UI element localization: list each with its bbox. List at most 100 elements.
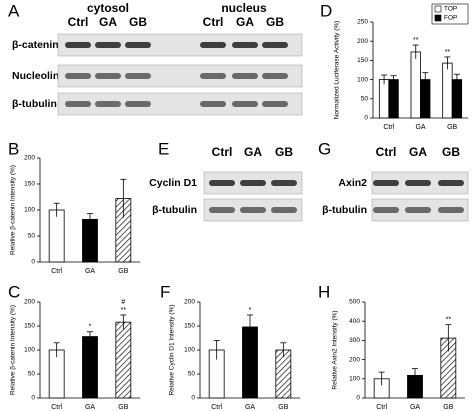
band — [200, 101, 226, 107]
blot-strip — [57, 64, 303, 88]
panel-label: G — [318, 139, 331, 158]
y-tick-label: 0 — [191, 395, 195, 402]
x-tick-label: GA — [410, 404, 420, 411]
y-tick-label: 100 — [357, 76, 368, 83]
x-tick-label: Ctrl — [51, 404, 62, 411]
significance-mark: * — [89, 324, 92, 331]
y-tick-label: 0 — [364, 115, 368, 122]
band — [232, 101, 258, 107]
x-tick-label: GB — [447, 124, 457, 131]
y-tick-label: 0 — [356, 395, 360, 402]
lane-label: GA — [236, 15, 254, 29]
y-tick-label: 150 — [24, 323, 35, 330]
x-tick-label: GB — [278, 404, 288, 411]
lane-label: Ctrl — [212, 145, 233, 159]
band — [271, 180, 297, 186]
band — [65, 101, 91, 107]
y-tick-label: 100 — [24, 347, 35, 354]
row-label: Nucleolin — [12, 70, 59, 82]
y-tick-label: 100 — [184, 347, 195, 354]
lane-label: GA — [409, 145, 427, 159]
band — [125, 101, 151, 107]
lane-label: GB — [129, 15, 147, 29]
y-tick-label: 200 — [24, 299, 35, 306]
row-label: β-catenin — [12, 39, 59, 51]
lane-label: GB — [266, 15, 284, 29]
y-tick-label: 100 — [24, 207, 35, 214]
band — [438, 180, 464, 186]
x-tick-label: GB — [118, 404, 128, 411]
bar — [82, 218, 98, 263]
y-tick-label: 50 — [188, 371, 196, 378]
band — [65, 73, 91, 79]
legend-swatch — [434, 14, 442, 22]
y-tick-label: 100 — [349, 376, 360, 383]
x-tick-label: GA — [245, 404, 255, 411]
x-tick-label: Ctrl — [51, 268, 62, 275]
row-label: Cyclin D1 — [149, 177, 197, 189]
band — [95, 73, 121, 79]
lane-label: GA — [244, 145, 262, 159]
y-axis-label: Relative β-catenin Intensity (%) — [10, 165, 17, 255]
x-tick-label: GA — [415, 124, 425, 131]
y-tick-label: 150 — [24, 181, 35, 188]
band — [95, 101, 121, 107]
band — [209, 207, 235, 213]
bar — [378, 79, 390, 119]
band — [200, 73, 226, 79]
legend-label: FOP — [444, 15, 457, 22]
band — [262, 101, 288, 107]
row-label: β-tubulin — [12, 98, 57, 110]
y-tick-label: 200 — [349, 356, 360, 363]
band — [240, 207, 266, 213]
lane-label: Ctrl — [68, 15, 89, 29]
y-tick-label: 150 — [357, 57, 368, 64]
bar — [115, 321, 132, 399]
bar — [82, 336, 98, 399]
x-tick-label: Ctrl — [211, 404, 222, 411]
y-tick-label: 50 — [28, 371, 36, 378]
significance-mark: # — [121, 299, 125, 306]
bar — [442, 62, 453, 119]
bar — [451, 79, 463, 119]
band — [209, 180, 235, 186]
y-tick-label: 0 — [31, 395, 35, 402]
band — [262, 73, 288, 79]
y-tick-label: 200 — [357, 38, 368, 45]
x-tick-label: GA — [85, 404, 95, 411]
band — [125, 73, 151, 79]
bar — [410, 51, 421, 119]
x-tick-label: Ctrl — [376, 404, 387, 411]
blot-strip — [57, 92, 303, 116]
significance-mark: ** — [413, 37, 419, 44]
band — [232, 42, 258, 48]
panel-label: E — [158, 139, 169, 158]
band — [405, 180, 431, 186]
y-tick-label: 500 — [349, 299, 360, 306]
band — [405, 207, 431, 213]
y-axis-label: Relative Axin2 Intensity (%) — [332, 310, 339, 389]
row-label: β-tubulin — [322, 204, 367, 216]
y-tick-label: 400 — [349, 318, 360, 325]
band — [373, 207, 399, 213]
y-tick-label: 50 — [28, 233, 36, 240]
panel-label: B — [8, 139, 19, 158]
band — [240, 180, 266, 186]
y-tick-label: 150 — [184, 323, 195, 330]
y-tick-label: 250 — [357, 19, 368, 26]
band — [438, 207, 464, 213]
significance-mark: * — [249, 307, 252, 314]
x-tick-label: GB — [118, 268, 128, 275]
y-tick-label: 200 — [184, 299, 195, 306]
group-label: cytosol — [87, 1, 129, 15]
y-tick-label: 200 — [24, 155, 35, 162]
band — [200, 42, 226, 48]
band — [262, 42, 288, 48]
x-tick-label: GB — [443, 404, 453, 411]
panel-label: A — [8, 1, 20, 20]
y-axis-label: Relative Cyclin D1 Intensity (%) — [169, 304, 176, 395]
x-tick-label: Ctrl — [383, 124, 394, 131]
lane-label: Ctrl — [203, 15, 224, 29]
group-label: nucleus — [221, 1, 267, 15]
